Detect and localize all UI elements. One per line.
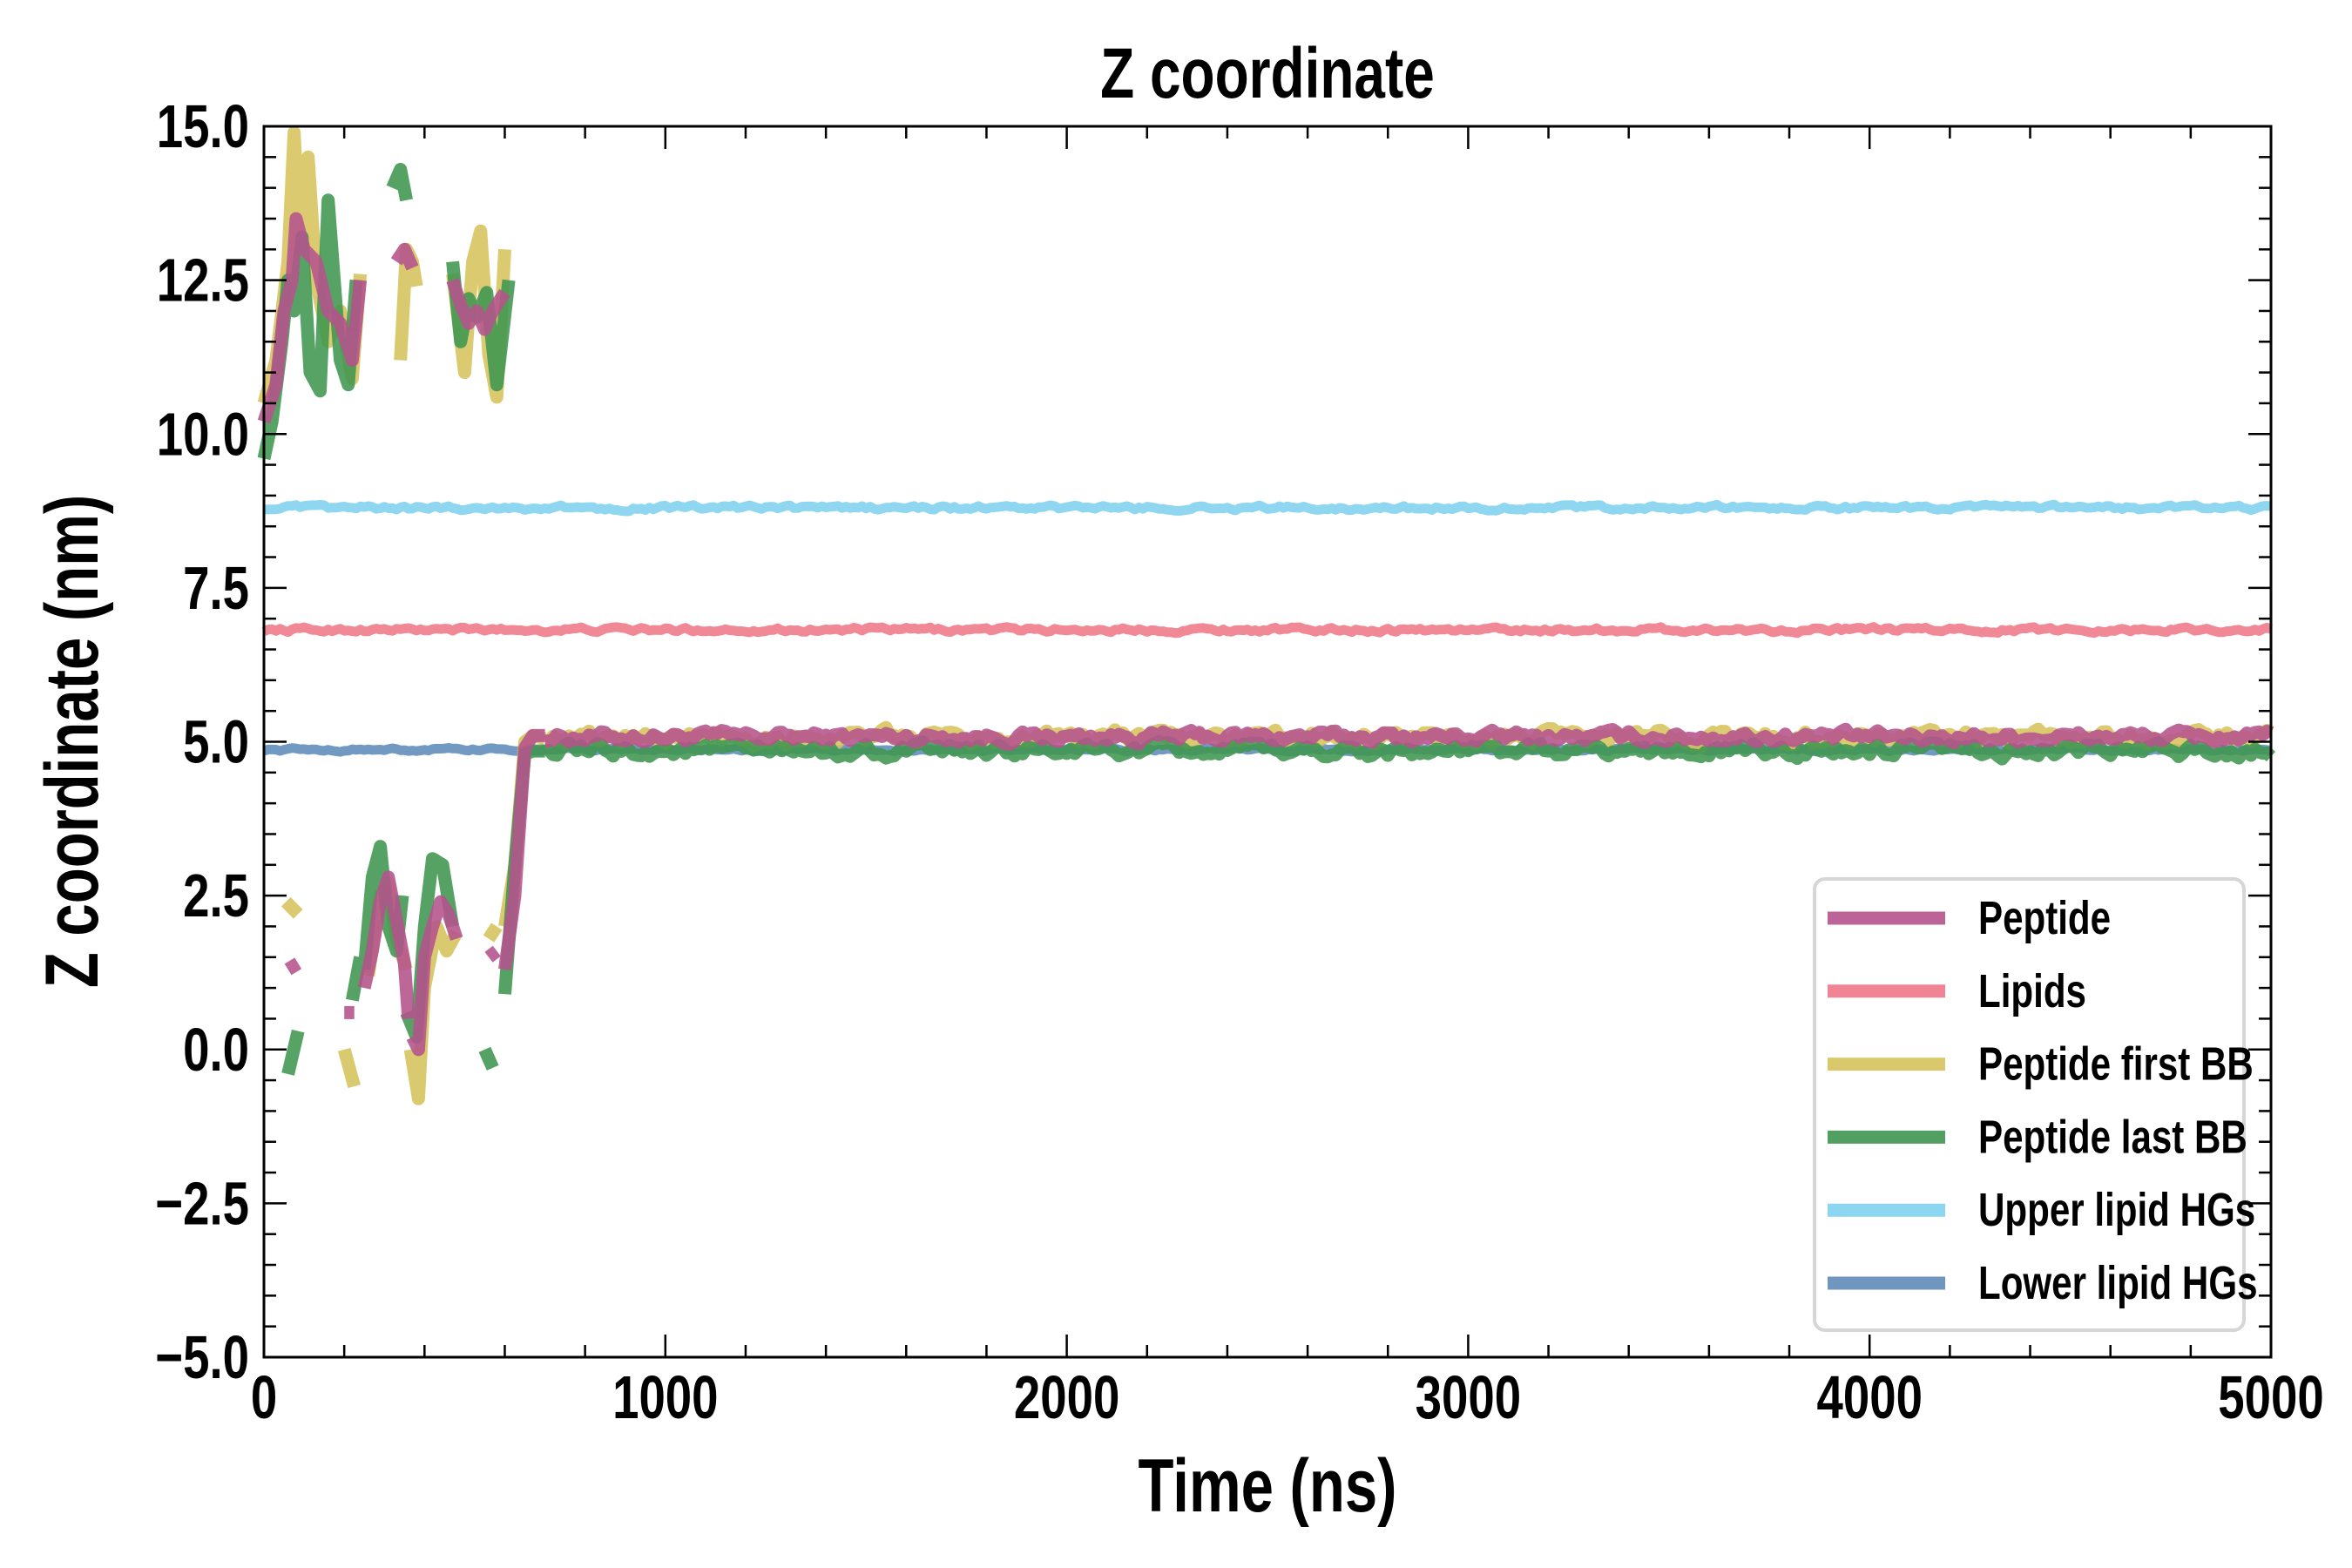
series-line-segment xyxy=(281,1029,305,1076)
y-tick-label: −5.0 xyxy=(155,1324,249,1392)
series-line-segment xyxy=(478,1046,499,1071)
legend-item: Lipids xyxy=(1828,965,2086,1017)
y-tick-label: 7.5 xyxy=(183,554,249,622)
x-tick-label: 1000 xyxy=(612,1364,718,1432)
legend-label: Peptide last BB xyxy=(1978,1111,2247,1163)
y-tick-label: −2.5 xyxy=(155,1170,249,1238)
y-tick-label: 10.0 xyxy=(157,401,249,469)
y-axis-label: Z coordinate (nm) xyxy=(30,495,114,988)
legend-item: Upper lipid HGs xyxy=(1828,1184,2255,1236)
series-line-segment xyxy=(498,728,545,970)
legend-item: Peptide first BB xyxy=(1828,1038,2254,1091)
series-line-segment xyxy=(483,923,503,943)
series-upper-lipid-hgs xyxy=(263,499,2272,517)
series-line xyxy=(542,722,2274,751)
series-line xyxy=(539,734,2276,766)
y-tick-label: 0.0 xyxy=(183,1016,249,1084)
y-tick-label: 2.5 xyxy=(183,862,249,930)
x-tick-label: 0 xyxy=(251,1364,277,1432)
y-tick-label: 5.0 xyxy=(183,708,249,776)
series-line-segment xyxy=(484,945,501,963)
series-line-segment xyxy=(386,163,413,202)
legend-label: Upper lipid HGs xyxy=(1978,1184,2255,1236)
legend-label: Lower lipid HGs xyxy=(1978,1257,2257,1309)
series-line-segment xyxy=(257,212,368,424)
chart-title: Z coordinate xyxy=(1100,32,1435,113)
series-line-segment xyxy=(280,896,303,919)
series-line-segment xyxy=(284,957,302,976)
series-line xyxy=(261,622,2273,639)
legend-item: Peptide last BB xyxy=(1828,1111,2247,1164)
series-lipids xyxy=(261,622,2273,639)
legend-label: Peptide xyxy=(1978,892,2111,944)
legend: Peptide Lipids Peptide first BB Peptide las… xyxy=(1813,877,2257,1332)
series-line-segment xyxy=(390,242,419,271)
series-layer xyxy=(257,125,2276,1105)
series-line-segment xyxy=(446,278,510,336)
series-peptide xyxy=(257,212,2274,1057)
legend-label: Lipids xyxy=(1978,965,2086,1017)
series-line-segment xyxy=(357,870,416,1019)
legend-item: Lower lipid HGs xyxy=(1828,1257,2257,1309)
x-tick-label: 2000 xyxy=(1014,1364,1119,1432)
series-line-segment xyxy=(337,1047,361,1089)
series-line xyxy=(263,499,2272,517)
x-tick-label: 4000 xyxy=(1816,1364,1922,1432)
x-tick-label: 5000 xyxy=(2218,1364,2323,1432)
y-tick-label: 15.0 xyxy=(157,93,249,161)
series-line-segment xyxy=(446,224,511,404)
series-line-segment xyxy=(406,895,463,1057)
legend-item: Peptide xyxy=(1828,892,2111,944)
y-tick-label: 12.5 xyxy=(157,247,249,314)
x-axis-label: Time (ns) xyxy=(1139,1444,1397,1528)
legend-label: Peptide first BB xyxy=(1978,1038,2254,1091)
x-tick-label: 3000 xyxy=(1416,1364,1521,1432)
tick-layer: 0 1000 2000 3000 4000 5000 −5.0 −2.5 0.0 2.5 5.0 7.… xyxy=(155,93,2324,1432)
